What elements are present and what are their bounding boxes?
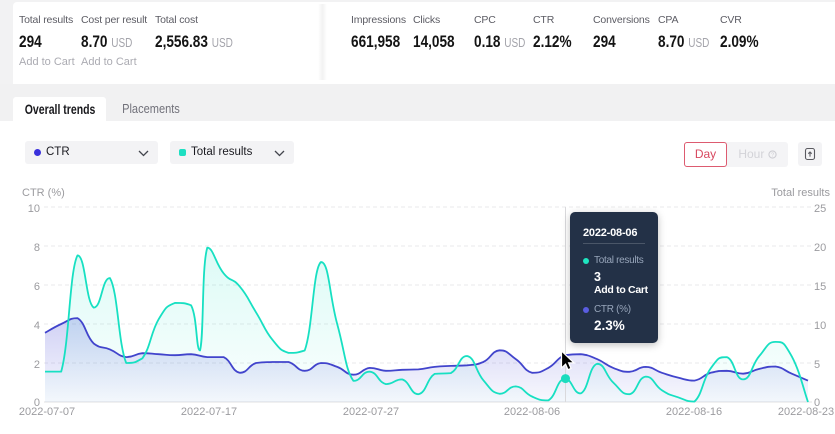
svg-text:4: 4 [34,320,40,332]
svg-text:8: 8 [34,242,40,254]
svg-text:2022-08-23: 2022-08-23 [778,406,834,418]
svg-text:2022-08-16: 2022-08-16 [666,406,722,418]
svg-text:0: 0 [34,397,40,409]
svg-text:2: 2 [34,359,40,371]
svg-text:0: 0 [814,397,820,409]
svg-text:6: 6 [34,281,40,293]
svg-text:25: 25 [814,203,826,215]
svg-text:2022-07-27: 2022-07-27 [343,406,399,418]
svg-text:2022-07-17: 2022-07-17 [181,406,237,418]
svg-text:5: 5 [814,359,820,371]
svg-text:2022-07-07: 2022-07-07 [19,406,75,418]
svg-text:15: 15 [814,281,826,293]
svg-text:2022-08-06: 2022-08-06 [504,406,560,418]
svg-text:10: 10 [28,203,40,215]
svg-text:Total results: Total results [771,187,830,199]
svg-text:?: ? [771,153,775,159]
svg-text:10: 10 [814,320,826,332]
svg-text:CTR (%): CTR (%) [22,187,65,199]
svg-text:20: 20 [814,242,826,254]
